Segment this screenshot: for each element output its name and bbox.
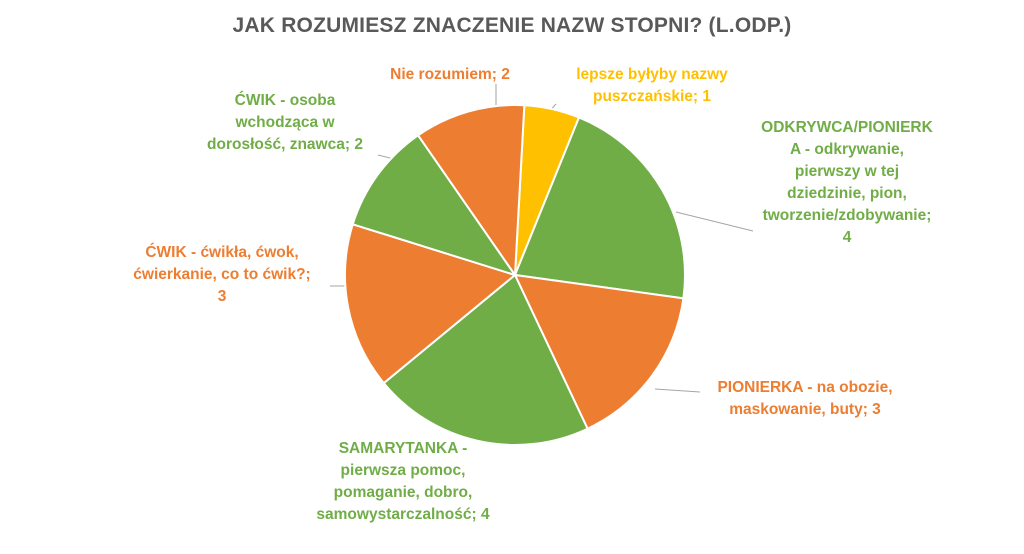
slice-samarytanka — [382, 273, 589, 446]
slice-odkrywca-pionierka — [513, 116, 686, 300]
label-lepsze-nazwy: lepsze byłyby nazwy puszczańskie; 1 — [576, 66, 728, 105]
slice-pionierka — [513, 273, 685, 431]
label-odkrywca-pionierka: ODKRYWCA/PIONIERK A - odkrywanie, pierws… — [761, 119, 933, 246]
leader-line — [675, 211, 754, 232]
leader-line — [654, 388, 701, 393]
label-pionierka: PIONIERKA - na obozie, maskowanie, buty;… — [717, 379, 893, 418]
slice-cwik-osoba — [351, 133, 518, 277]
label-nie-rozumiem: Nie rozumiem; 2 — [390, 66, 510, 83]
slice-nie-rozumiem — [416, 104, 526, 278]
label-cwik-osoba: ĆWIK - osoba wchodząca w dorosłość, znaw… — [207, 92, 363, 153]
slice-cwik-cwikla — [344, 223, 518, 385]
label-cwik-cwikla: ĆWIK - ćwikła, ćwok, ćwierkanie, co to ć… — [133, 244, 311, 305]
chart-title: JAK ROZUMIESZ ZNACZENIE NAZW STOPNI? (L.… — [232, 14, 792, 37]
label-samarytanka: SAMARYTANKA - pierwsza pomoc, pomaganie,… — [316, 440, 490, 523]
